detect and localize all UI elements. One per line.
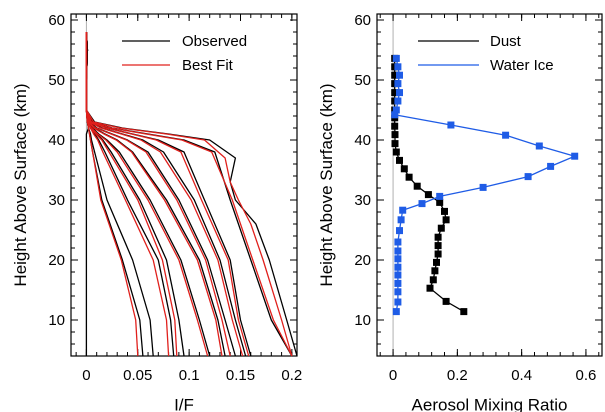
- panel-left-if-profiles: Height Above Surface (km) I/F Observed B…: [11, 12, 302, 412]
- dust-marker: [442, 297, 450, 305]
- best-fit-profile-line: [85, 32, 293, 357]
- water-ice-marker: [394, 279, 402, 287]
- dust-marker: [433, 258, 440, 266]
- observed-profile-line: [85, 31, 293, 357]
- left-y-tick-label: 50: [48, 72, 65, 89]
- left-x-tick-label: 0.05: [123, 367, 152, 384]
- water-ice-marker: [394, 238, 402, 246]
- right-y-tick-label: 60: [354, 12, 371, 29]
- water-ice-marker: [479, 183, 487, 191]
- water-ice-marker: [399, 206, 407, 214]
- water-ice-marker: [394, 97, 402, 105]
- right-x-axis-title: Aerosol Mixing Ratio: [412, 395, 568, 412]
- dust-marker: [392, 148, 400, 156]
- water-ice-marker: [396, 227, 403, 235]
- right-plot-frame: [376, 13, 603, 357]
- left-legend-bestfit-label: Best Fit: [182, 57, 234, 74]
- dust-marker: [400, 165, 408, 173]
- water-ice-marker: [447, 121, 455, 129]
- left-x-axis-title: I/F: [174, 395, 194, 412]
- dust-marker: [391, 122, 399, 130]
- right-y-tick-label: 50: [354, 72, 371, 89]
- water-ice-marker: [394, 247, 402, 255]
- water-ice-marker: [394, 271, 402, 279]
- dust-marker: [431, 267, 439, 275]
- water-ice-marker: [396, 71, 403, 79]
- right-x-tick-label: 0.4: [511, 367, 532, 384]
- dust-profile-line: [394, 58, 465, 313]
- dust-marker: [460, 308, 468, 316]
- water-ice-marker: [547, 162, 555, 170]
- panel-right-aerosol-profiles: Height Above Surface (km) Aerosol Mixing…: [317, 12, 603, 412]
- dust-marker: [441, 207, 448, 215]
- observed-profile-line: [85, 31, 154, 357]
- water-ice-marker: [391, 111, 399, 119]
- dust-marker: [434, 250, 442, 258]
- water-ice-marker: [394, 63, 402, 71]
- right-x-tick-label: 0.6: [575, 367, 596, 384]
- best-fit-profile-line: [85, 32, 231, 357]
- dust-marker: [396, 156, 403, 164]
- dust-marker: [391, 140, 399, 148]
- dust-marker: [391, 131, 399, 139]
- water-ice-marker: [571, 152, 579, 160]
- dust-marker: [424, 191, 432, 199]
- water-ice-marker: [418, 200, 426, 208]
- dust-marker: [434, 233, 442, 241]
- right-y-tick-label: 40: [354, 132, 371, 149]
- left-y-tick-label: 10: [48, 312, 65, 329]
- right-legend-waterice-label: Water Ice: [490, 57, 554, 74]
- water-ice-marker: [394, 80, 402, 88]
- water-ice-marker: [394, 288, 402, 296]
- left-x-tick-label: 0.15: [226, 367, 255, 384]
- left-y-tick-label: 60: [48, 12, 65, 29]
- dust-marker: [413, 182, 421, 190]
- dust-marker: [442, 216, 450, 224]
- water-ice-marker: [502, 131, 510, 139]
- water-ice-marker: [535, 142, 543, 150]
- water-ice-marker: [394, 263, 402, 271]
- right-y-tick-label: 30: [354, 192, 371, 209]
- left-x-tick-label: 0.2: [281, 367, 302, 384]
- best-fit-profile-line: [85, 32, 139, 357]
- left-x-tick-label: 0: [82, 367, 90, 384]
- best-fit-profile-line: [85, 32, 170, 357]
- left-y-tick-label: 40: [48, 132, 65, 149]
- water-ice-marker: [436, 192, 444, 200]
- water-ice-marker: [392, 106, 400, 114]
- left-y-axis-title: Height Above Surface (km): [11, 83, 30, 286]
- right-y-tick-label: 20: [354, 252, 371, 269]
- right-y-tick-label: 10: [354, 312, 371, 329]
- water-ice-marker: [392, 308, 400, 316]
- right-legend-dust-label: Dust: [490, 33, 522, 50]
- dust-marker: [437, 224, 445, 232]
- observed-profile-line: [85, 31, 226, 357]
- dust-marker: [426, 284, 434, 292]
- right-x-tick-label: 0: [389, 367, 397, 384]
- dust-marker: [434, 242, 442, 250]
- dust-marker: [391, 71, 399, 79]
- right-x-tick-label: 0.2: [447, 367, 468, 384]
- water-ice-marker: [394, 255, 402, 263]
- left-y-tick-label: 30: [48, 192, 65, 209]
- right-y-axis-title: Height Above Surface (km): [317, 83, 336, 286]
- left-legend-observed-label: Observed: [182, 33, 247, 50]
- water-ice-marker: [392, 54, 400, 62]
- dust-marker: [436, 198, 444, 206]
- water-ice-marker: [397, 216, 405, 224]
- dust-marker: [429, 276, 437, 284]
- water-ice-marker: [394, 298, 402, 306]
- observed-profile-line: [85, 31, 298, 357]
- best-fit-profile-line: [85, 32, 293, 357]
- dust-marker: [405, 173, 413, 181]
- left-y-tick-label: 20: [48, 252, 65, 269]
- water-ice-marker: [524, 173, 532, 181]
- dust-marker: [391, 89, 399, 97]
- left-x-tick-label: 0.1: [179, 367, 200, 384]
- water-ice-marker: [396, 89, 403, 97]
